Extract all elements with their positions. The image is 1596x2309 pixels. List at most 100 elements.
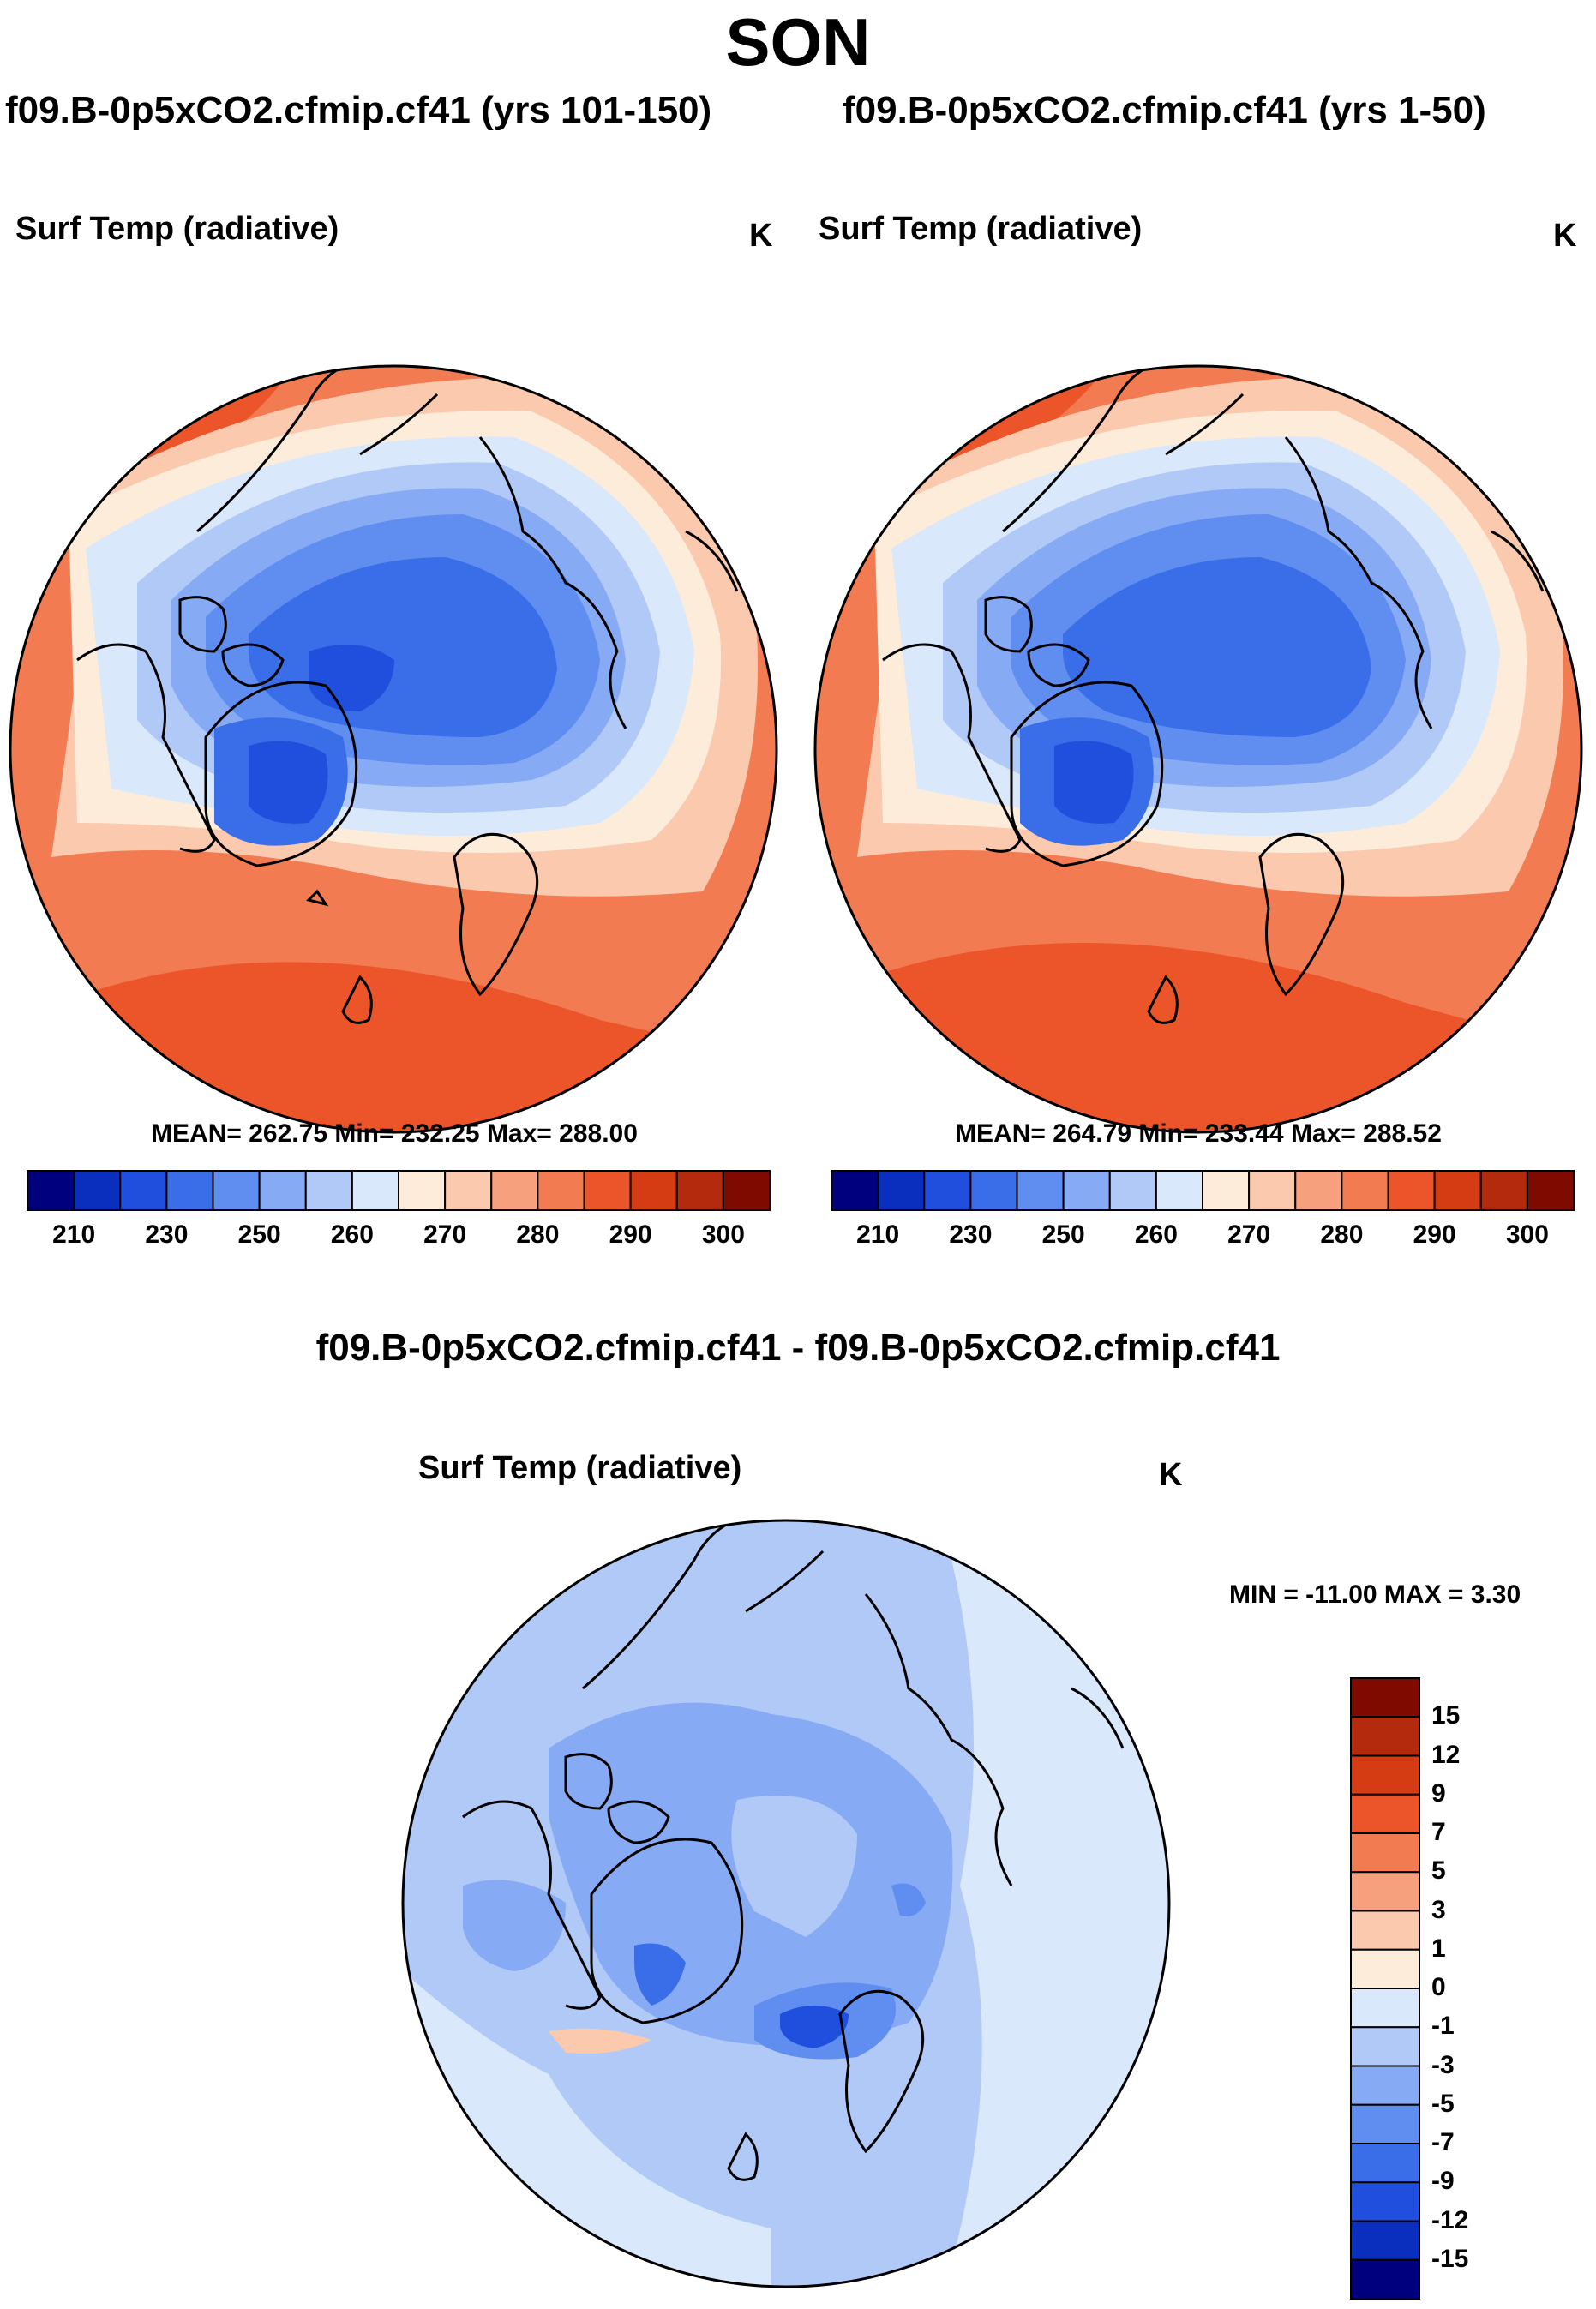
- colorbar-swatch: [1108, 1170, 1157, 1211]
- colorbar-swatch: [831, 1170, 879, 1211]
- colorbar-swatch: [1350, 1677, 1420, 1718]
- colorbar-tick-label: -5: [1431, 2089, 1455, 2118]
- panel-2-colorbar: [831, 1170, 1575, 1211]
- colorbar-swatch: [1202, 1170, 1251, 1211]
- difference-colorbar: [1350, 1677, 1420, 2300]
- colorbar-tick-label: 300: [1505, 1220, 1549, 1249]
- colorbar-swatch: [1433, 1170, 1482, 1211]
- colorbar-swatch: [675, 1170, 724, 1211]
- difference-stats: MIN = -11.00 MAX = 3.30: [1229, 1580, 1521, 1609]
- colorbar-tick-label: 5: [1431, 1856, 1446, 1886]
- panel-2-map-border: [813, 364, 1583, 1134]
- colorbar-tick-label: 0: [1431, 1973, 1446, 2001]
- colorbar-swatch: [1341, 1170, 1389, 1211]
- colorbar-tick-label: 210: [856, 1220, 900, 1249]
- difference-coastlines: [462, 1520, 1125, 2181]
- colorbar-tick-label: -3: [1431, 2050, 1455, 2079]
- panel-2-contour-fill: [815, 366, 1581, 1132]
- panel-1-contour-fill: [10, 366, 777, 1132]
- colorbar-swatch: [1350, 1910, 1420, 1951]
- colorbar-swatch: [490, 1170, 539, 1211]
- colorbar-tick-label: 270: [1227, 1220, 1271, 1249]
- panel-2-stats: MEAN= 264.79 Min= 233.44 Max= 288.52: [955, 1119, 1442, 1148]
- colorbar-swatch: [583, 1170, 632, 1211]
- colorbar-swatch: [1016, 1170, 1065, 1211]
- colorbar-swatch: [969, 1170, 1018, 1211]
- panel-1-variable-title: Surf Temp (radiative): [15, 211, 339, 247]
- colorbar-tick-label: 300: [701, 1220, 745, 1249]
- colorbar-tick-label: 7: [1431, 1818, 1446, 1846]
- colorbar-tick-label: 290: [1413, 1220, 1456, 1249]
- colorbar-swatch: [73, 1170, 122, 1211]
- colorbar-swatch: [1526, 1170, 1575, 1211]
- colorbar-swatch: [1155, 1170, 1203, 1211]
- colorbar-swatch: [1350, 1832, 1420, 1874]
- panel-2-variable-title: Surf Temp (radiative): [819, 211, 1143, 247]
- colorbar-tick-label: 270: [423, 1220, 467, 1249]
- colorbar-tick-label: 250: [237, 1220, 281, 1249]
- colorbar-swatch: [351, 1170, 399, 1211]
- panel-1-case-title: f09.B-0p5xCO2.cfmip.cf41 (yrs 101-150): [5, 89, 712, 131]
- colorbar-swatch: [1350, 1754, 1420, 1796]
- colorbar-swatch: [1294, 1170, 1343, 1211]
- colorbar-swatch: [304, 1170, 353, 1211]
- colorbar-tick-label: 290: [609, 1220, 652, 1249]
- colorbar-tick-label: 15: [1431, 1701, 1461, 1730]
- colorbar-swatch: [258, 1170, 307, 1211]
- colorbar-swatch: [212, 1170, 261, 1211]
- colorbar-swatch: [1350, 1948, 1420, 1989]
- colorbar-swatch: [119, 1170, 168, 1211]
- colorbar-swatch: [27, 1170, 75, 1211]
- panel-2-case-title: f09.B-0p5xCO2.cfmip.cf41 (yrs 1-50): [843, 89, 1486, 131]
- colorbar-swatch: [1350, 2103, 1420, 2144]
- colorbar-tick-label: -1: [1431, 2012, 1455, 2041]
- colorbar-tick-label: 260: [330, 1220, 374, 1249]
- colorbar-swatch: [923, 1170, 972, 1211]
- colorbar-swatch: [1350, 2220, 1420, 2261]
- colorbar-swatch: [1350, 1988, 1420, 2029]
- colorbar-tick-label: 12: [1431, 1740, 1461, 1769]
- colorbar-tick-label: -12: [1431, 2205, 1469, 2234]
- panel-2-units: K: [1553, 218, 1577, 254]
- colorbar-swatch: [1350, 2065, 1420, 2106]
- colorbar-tick-label: 210: [52, 1220, 96, 1249]
- colorbar-tick-label: -7: [1431, 2128, 1455, 2156]
- colorbar-tick-label: 9: [1431, 1778, 1446, 1808]
- colorbar-swatch: [1350, 1793, 1420, 1834]
- colorbar-tick-label: 280: [1320, 1220, 1364, 1249]
- colorbar-tick-label: 230: [949, 1220, 993, 1249]
- colorbar-swatch: [1350, 2026, 1420, 2067]
- panel-1-coastlines: [76, 366, 739, 1024]
- colorbar-tick-label: -15: [1431, 2244, 1469, 2273]
- colorbar-swatch: [537, 1170, 585, 1211]
- colorbar-tick-label: 280: [516, 1220, 560, 1249]
- difference-case-title: f09.B-0p5xCO2.cfmip.cf41 - f09.B-0p5xCO2…: [315, 1327, 1281, 1369]
- colorbar-swatch: [1062, 1170, 1111, 1211]
- colorbar-swatch: [1387, 1170, 1436, 1211]
- panel-1-colorbar: [27, 1170, 771, 1211]
- colorbar-swatch: [444, 1170, 493, 1211]
- colorbar-swatch: [398, 1170, 447, 1211]
- colorbar-tick-label: 230: [145, 1220, 189, 1249]
- colorbar-swatch: [165, 1170, 214, 1211]
- colorbar-swatch: [1350, 2181, 1420, 2222]
- panel-1-map-border: [9, 364, 778, 1134]
- colorbar-swatch: [877, 1170, 926, 1211]
- colorbar-tick-label: 1: [1431, 1934, 1446, 1963]
- colorbar-swatch: [1350, 2143, 1420, 2184]
- colorbar-tick-label: 3: [1431, 1895, 1446, 1924]
- colorbar-tick-label: 250: [1041, 1220, 1085, 1249]
- colorbar-tick-label: 260: [1134, 1220, 1178, 1249]
- colorbar-swatch: [629, 1170, 678, 1211]
- colorbar-swatch: [1479, 1170, 1528, 1211]
- difference-units: K: [1159, 1457, 1183, 1493]
- colorbar-swatch: [1350, 1871, 1420, 1912]
- difference-map-border: [401, 1519, 1171, 2288]
- colorbar-swatch: [1248, 1170, 1297, 1211]
- colorbar-swatch: [1350, 1716, 1420, 1757]
- panel-1-stats: MEAN= 262.75 Min= 232.25 Max= 288.00: [151, 1119, 638, 1148]
- season-title: SON: [725, 4, 871, 80]
- difference-variable-title: Surf Temp (radiative): [418, 1450, 742, 1486]
- colorbar-tick-label: -9: [1431, 2167, 1455, 2196]
